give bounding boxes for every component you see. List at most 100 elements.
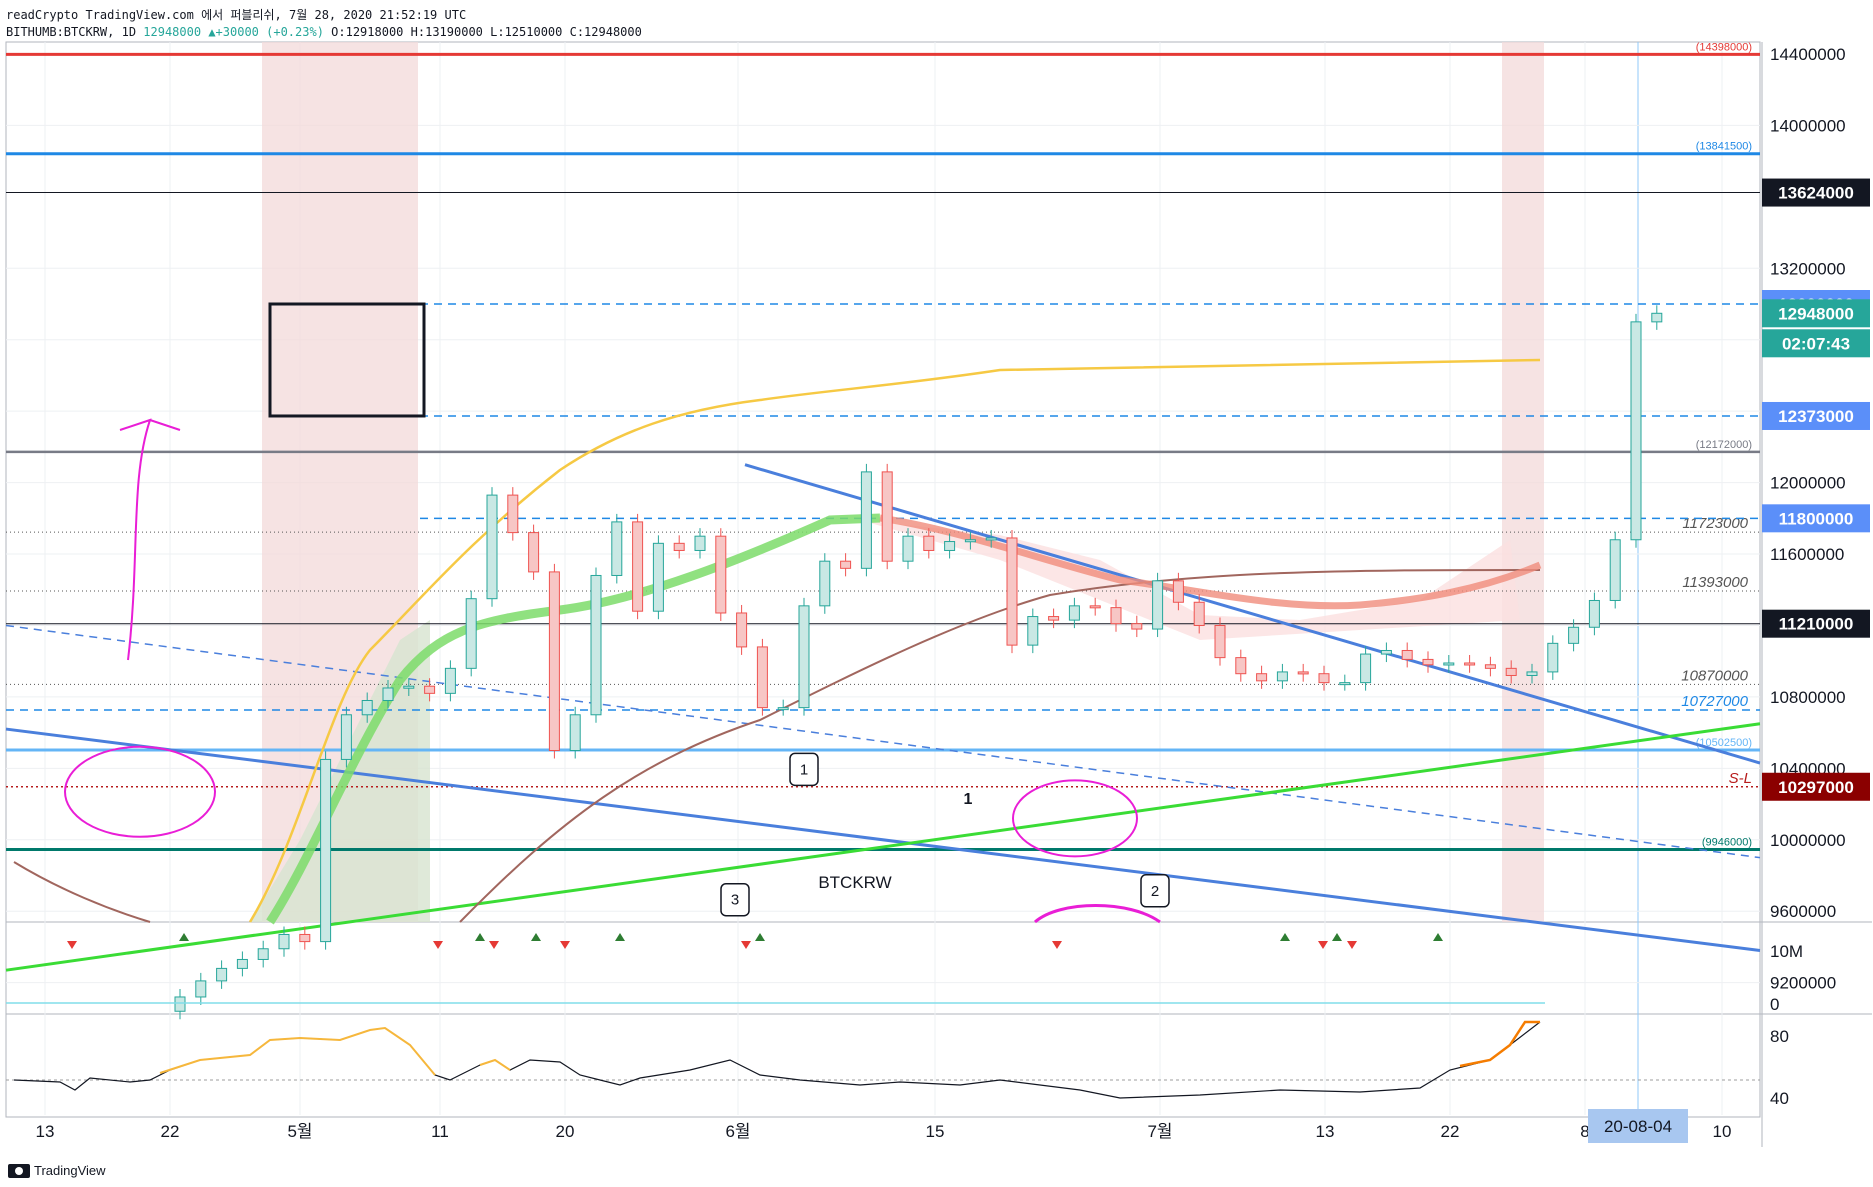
ma-brown-left — [13, 861, 151, 923]
y-tick-label: 9200000 — [1770, 974, 1836, 993]
level-10727000-label: 10727000 — [1681, 693, 1748, 710]
sell-signal-marker — [1052, 941, 1062, 949]
close-value: C:12948000 — [569, 25, 642, 39]
candle-body — [923, 535, 935, 551]
candle-body — [881, 471, 893, 562]
candle-body — [548, 571, 560, 752]
candle-body — [715, 535, 727, 614]
change-label: ▲+30000 (+0.23%) — [208, 25, 324, 39]
candle-body — [465, 598, 477, 669]
candle-body — [216, 967, 228, 982]
candle-body — [1027, 616, 1039, 646]
sell-signal-marker — [433, 941, 443, 949]
candle-body — [257, 948, 269, 960]
callout-box — [720, 882, 750, 917]
price-badge-label: 12373000 — [1778, 407, 1854, 426]
support-trendline — [5, 722, 1761, 972]
level-9946000-label: (9946000) — [1702, 836, 1752, 848]
price-badge — [1762, 609, 1870, 638]
price-badge-label: 11800000 — [1779, 509, 1854, 528]
candle-body — [1172, 580, 1184, 603]
y-tick-label: 13200000 — [1770, 259, 1846, 278]
sell-signal-marker — [67, 941, 77, 949]
candle-body — [424, 685, 436, 694]
high-value: H:13190000 — [410, 25, 483, 39]
y-tick-label: 12000000 — [1770, 474, 1846, 493]
tradingview-logo-icon — [8, 1163, 30, 1178]
candle-body — [1505, 667, 1517, 676]
candle-body — [611, 521, 623, 576]
buy-signal-marker — [179, 933, 189, 941]
candle-body — [299, 933, 311, 943]
candle-body — [1588, 599, 1600, 628]
level-11393000-label: 11393000 — [1682, 574, 1748, 591]
price-badge — [1762, 401, 1870, 430]
candle-body — [1380, 649, 1392, 655]
candle-body — [944, 541, 956, 551]
dashed-trendline — [5, 624, 1761, 859]
level-10870000-label: 10870000 — [1681, 667, 1748, 684]
candle-body — [652, 542, 664, 612]
candle-body — [860, 471, 872, 569]
volume-tick-label: 0 — [1770, 995, 1779, 1014]
candle-body — [1630, 321, 1642, 541]
candle-body — [694, 535, 706, 551]
symbol-ohlc-line: BITHUMB:BTCKRW, 1D 12948000 ▲+30000 (+0.… — [6, 25, 642, 39]
y-tick-label: 14400000 — [1770, 45, 1846, 64]
low-value: L:12510000 — [490, 25, 563, 39]
buy-signal-marker — [1332, 933, 1342, 941]
x-tick-label: 10 — [1713, 1122, 1732, 1141]
x-tick-label: 6월 — [725, 1122, 750, 1141]
candle-body — [1318, 673, 1330, 684]
sell-signal-marker — [1318, 941, 1328, 949]
candle-body — [1152, 580, 1164, 630]
rsi-overbought-segment — [159, 1026, 436, 1076]
candle-body — [1276, 671, 1288, 682]
candle-body — [736, 612, 748, 648]
x-tick-label: 11 — [431, 1122, 449, 1141]
buy-signal-marker — [531, 933, 541, 941]
y-tick-label: 9600000 — [1770, 902, 1836, 921]
last-price: 12948000 — [143, 25, 202, 39]
candle-body — [1006, 537, 1018, 646]
candle-body — [1193, 601, 1205, 626]
level-10502500-label: (10502500) — [1696, 737, 1752, 749]
candle-body — [819, 560, 831, 607]
price-badge-label: 11210000 — [1779, 615, 1854, 634]
candle-body — [1464, 662, 1476, 666]
candle-body — [1360, 653, 1372, 684]
price-box — [268, 302, 426, 418]
rsi-tick-label: 40 — [1770, 1089, 1789, 1108]
candle-body — [1235, 657, 1247, 675]
candle-body — [1484, 664, 1496, 669]
open-value: O:12918000 — [331, 25, 404, 39]
level-12172000-label: (12172000) — [1696, 439, 1752, 451]
rsi-overbought-segment — [1459, 1020, 1540, 1068]
footer-brand: TradingView — [34, 1163, 106, 1178]
x-tick-label: 5월 — [287, 1122, 312, 1141]
candle-body — [569, 714, 581, 752]
x-tick-label: 15 — [926, 1122, 945, 1141]
callout-label: 1 — [800, 761, 808, 778]
candle-body — [840, 560, 852, 569]
magenta-circle-left — [64, 745, 216, 838]
candle-body — [1422, 658, 1434, 666]
y-tick-label: 14000000 — [1770, 116, 1846, 135]
rsi-overbought-segment — [479, 1058, 511, 1071]
callout-label: 3 — [731, 892, 739, 909]
rsi-tick-label: 80 — [1770, 1027, 1789, 1046]
candle-body — [632, 521, 644, 612]
candle-body — [1089, 605, 1101, 609]
candle-body — [195, 980, 207, 998]
ma-brown — [459, 569, 1541, 923]
y-tick-label: 10000000 — [1770, 831, 1846, 850]
ma-yellow — [248, 358, 1541, 923]
candle-body — [528, 532, 540, 573]
candle-body — [1214, 624, 1226, 659]
price-badge — [1762, 329, 1870, 358]
callout-box — [789, 752, 819, 787]
candle-body — [278, 933, 290, 950]
candle-body — [777, 707, 789, 711]
candle-body — [1651, 312, 1663, 323]
